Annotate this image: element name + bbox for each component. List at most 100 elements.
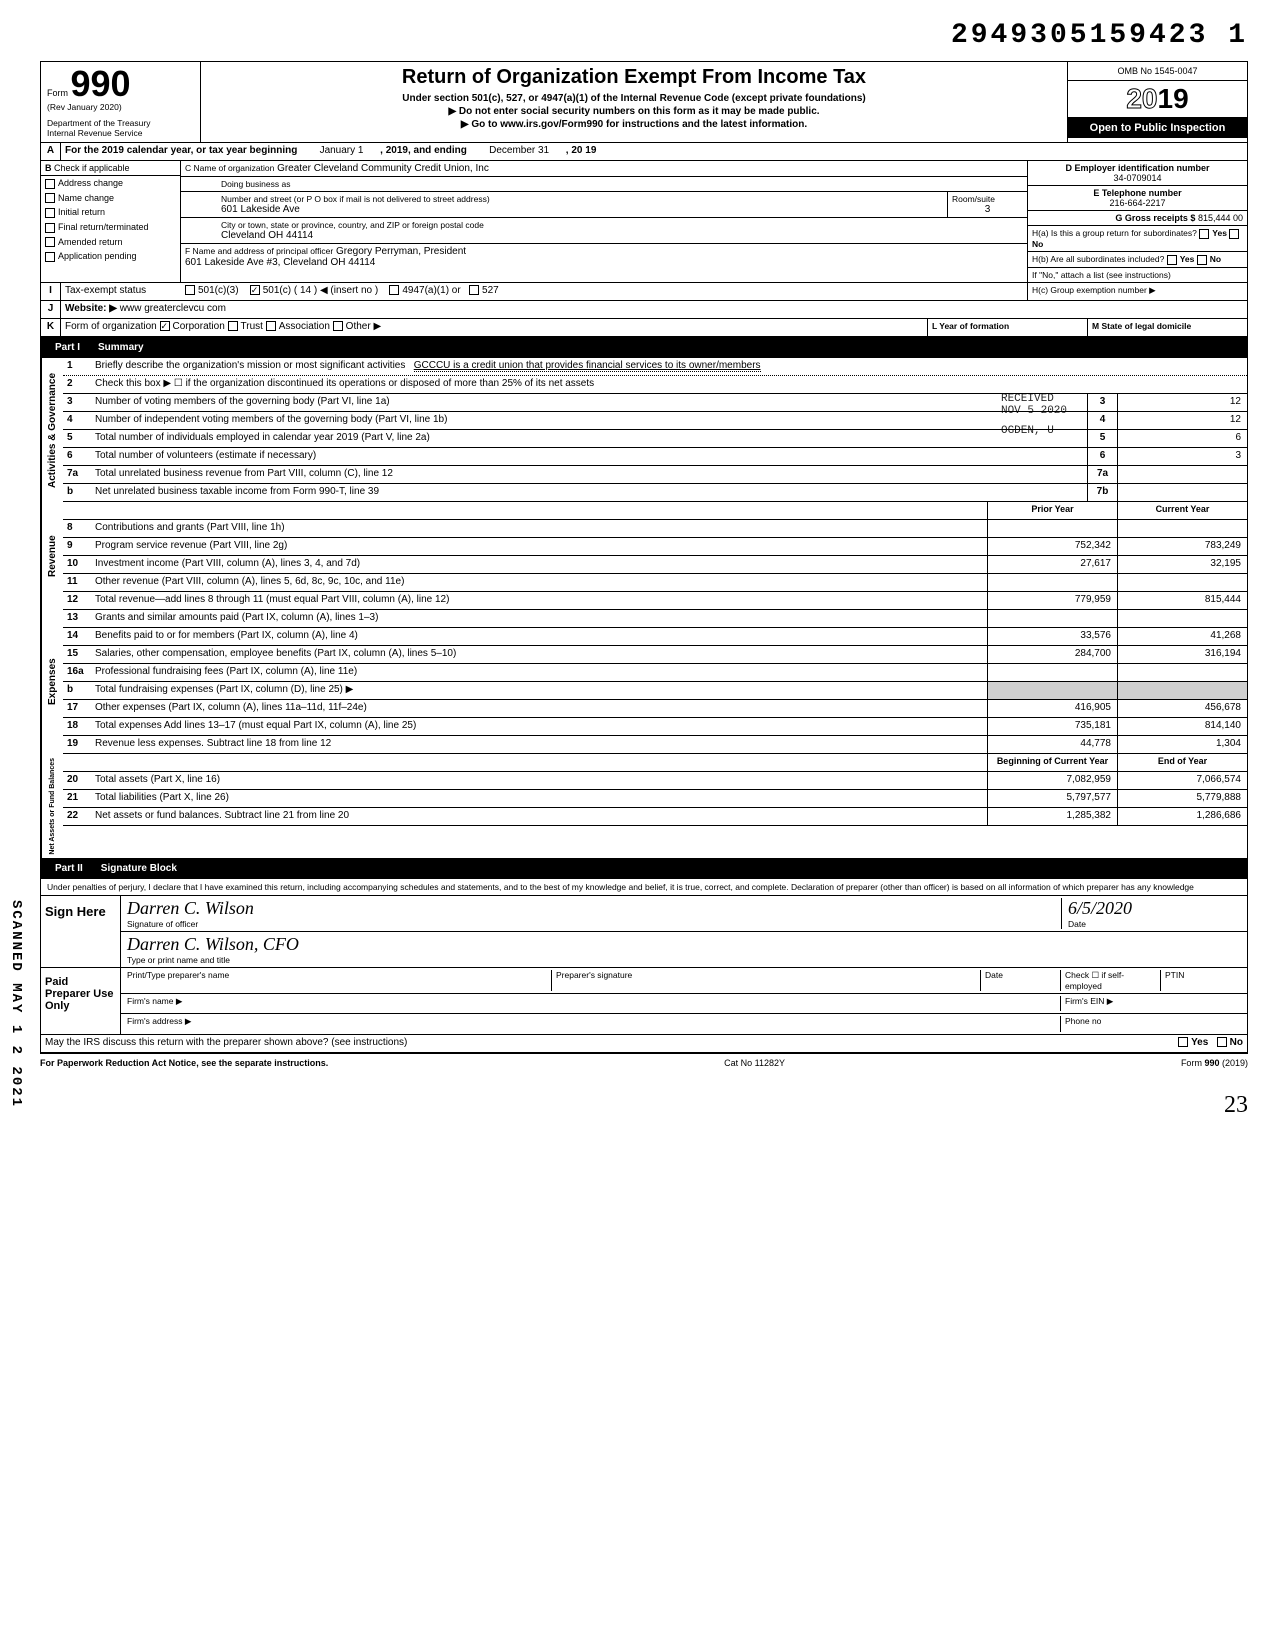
- label-room: Room/suite: [952, 194, 1023, 204]
- checkbox-501c[interactable]: [250, 285, 260, 295]
- checkbox-initial-return[interactable]: [45, 208, 55, 218]
- form-header: Form 990 (Rev January 2020) Department o…: [41, 62, 1247, 143]
- paid-preparer-section: Paid Preparer Use Only Print/Type prepar…: [41, 968, 1247, 1035]
- label-officer: F Name and address of principal officer: [185, 246, 333, 256]
- checkbox-527[interactable]: [469, 285, 479, 295]
- typed-name-label: Type or print name and title: [127, 955, 299, 965]
- label-pending: Application pending: [58, 251, 137, 261]
- preparer-sig-label: Preparer's signature: [552, 970, 981, 991]
- checkbox-amended[interactable]: [45, 237, 55, 247]
- checkbox-other[interactable]: [333, 321, 343, 331]
- checkbox-discuss-yes[interactable]: [1178, 1037, 1188, 1047]
- letter-b: B: [45, 163, 52, 173]
- summary-line: 20 Total assets (Part X, line 16) 7,082,…: [63, 772, 1247, 790]
- line-num: 7a: [63, 466, 91, 483]
- line-box: 3: [1087, 394, 1117, 411]
- label-address: Number and street (or P O box if mail is…: [221, 194, 943, 204]
- label-501c3: 501(c)(3): [198, 285, 239, 296]
- prior-value: [987, 682, 1117, 699]
- line-num: b: [63, 682, 91, 699]
- label-initial-return: Initial return: [58, 207, 105, 217]
- current-value: 316,194: [1117, 646, 1247, 663]
- label-year-formation: L Year of formation: [932, 321, 1009, 331]
- checkbox-ha-no[interactable]: [1229, 229, 1239, 239]
- line-value: 3: [1117, 448, 1247, 465]
- form-title: Return of Organization Exempt From Incom…: [209, 66, 1059, 89]
- scanned-stamp: SCANNED MAY 1 2 2021: [8, 900, 24, 1108]
- checkbox-trust[interactable]: [228, 321, 238, 331]
- prior-value: 779,959: [987, 592, 1117, 609]
- declaration-text: Under penalties of perjury, I declare th…: [41, 879, 1247, 896]
- checkbox-corp[interactable]: [160, 321, 170, 331]
- part2-title: Signature Block: [101, 863, 177, 874]
- label-no: No: [1032, 239, 1043, 249]
- form-number: 990: [71, 63, 131, 104]
- label-ha: H(a) Is this a group return for subordin…: [1032, 228, 1197, 238]
- officer-name: Gregory Perryman, President: [336, 246, 466, 257]
- label-website: Website: ▶: [65, 303, 117, 314]
- checkbox-assoc[interactable]: [266, 321, 276, 331]
- checkbox-name-change[interactable]: [45, 193, 55, 203]
- summary-line: 11 Other revenue (Part VIII, column (A),…: [63, 574, 1247, 592]
- summary-line: 14 Benefits paid to or for members (Part…: [63, 628, 1247, 646]
- label-hc: H(c) Group exemption number ▶: [1027, 283, 1247, 300]
- line-num: 17: [63, 700, 91, 717]
- self-employed-label: Check ☐ if self-employed: [1061, 970, 1161, 991]
- line-text: Program service revenue (Part VIII, line…: [91, 538, 987, 555]
- label-org-name: C Name of organization: [185, 163, 274, 173]
- 501c-num: 14: [300, 285, 311, 296]
- expenses-label: Expenses: [41, 610, 63, 754]
- prior-value: [987, 574, 1117, 591]
- sign-here-section: Sign Here Darren C. Wilson Signature of …: [41, 896, 1247, 968]
- firm-ein-label: Firm's EIN ▶: [1061, 996, 1241, 1011]
- line-text: Total number of individuals employed in …: [91, 430, 1087, 447]
- header-sub2: ▶ Do not enter social security numbers o…: [209, 106, 1059, 117]
- current-value: 815,444: [1117, 592, 1247, 609]
- checkbox-4947[interactable]: [389, 285, 399, 295]
- line-value: 12: [1117, 412, 1247, 429]
- checkbox-discuss-no[interactable]: [1217, 1037, 1227, 1047]
- line-text: Contributions and grants (Part VIII, lin…: [91, 520, 987, 537]
- label-527: 527: [482, 285, 499, 296]
- checkbox-501c3[interactable]: [185, 285, 195, 295]
- label-gross-receipts: G Gross receipts $: [1115, 213, 1195, 223]
- checkbox-ha-yes[interactable]: [1199, 229, 1209, 239]
- line-num: 10: [63, 556, 91, 573]
- line-num: 9: [63, 538, 91, 555]
- label-no-2: No: [1210, 254, 1221, 264]
- paid-preparer-label: Paid Preparer Use Only: [41, 968, 121, 1034]
- label-501c: 501(c) (: [263, 285, 297, 296]
- letter-a: A: [41, 143, 61, 160]
- prior-value: 44,778: [987, 736, 1117, 753]
- checkbox-hb-no[interactable]: [1197, 255, 1207, 265]
- signature: Darren C. Wilson: [127, 898, 254, 918]
- part1-title: Summary: [98, 342, 144, 353]
- summary-line: 22 Net assets or fund balances. Subtract…: [63, 808, 1247, 826]
- line-num: 8: [63, 520, 91, 537]
- form-label: Form: [47, 88, 68, 98]
- prior-value: 416,905: [987, 700, 1117, 717]
- header-sub3: ▶ Go to www.irs.gov/Form990 for instruct…: [209, 119, 1059, 130]
- letter-j: J: [41, 301, 61, 318]
- line-num: 6: [63, 448, 91, 465]
- checkbox-pending[interactable]: [45, 252, 55, 262]
- city-value: Cleveland OH 44114: [221, 230, 1023, 241]
- prior-value: 752,342: [987, 538, 1117, 555]
- netassets-section: Net Assets or Fund Balances Beginning of…: [41, 754, 1247, 859]
- summary-line: bNet unrelated business taxable income f…: [63, 484, 1247, 502]
- discuss-line: May the IRS discuss this return with the…: [41, 1035, 1247, 1053]
- current-value: 32,195: [1117, 556, 1247, 573]
- section-bcdefgh: B Check if applicable Address change Nam…: [41, 161, 1247, 283]
- checkbox-address-change[interactable]: [45, 179, 55, 189]
- end-value: 5,779,888: [1117, 790, 1247, 807]
- checkbox-hb-yes[interactable]: [1167, 255, 1177, 265]
- revenue-label: Revenue: [41, 502, 63, 610]
- prior-value: 27,617: [987, 556, 1117, 573]
- check-if-applicable: Check if applicable: [54, 163, 130, 173]
- label-yes: Yes: [1212, 228, 1227, 238]
- line-a-suffix: , 20 19: [566, 145, 597, 156]
- prior-value: [987, 664, 1117, 681]
- checkbox-final-return[interactable]: [45, 223, 55, 233]
- year-begin: January 1: [320, 145, 364, 156]
- footer: For Paperwork Reduction Act Notice, see …: [40, 1054, 1248, 1072]
